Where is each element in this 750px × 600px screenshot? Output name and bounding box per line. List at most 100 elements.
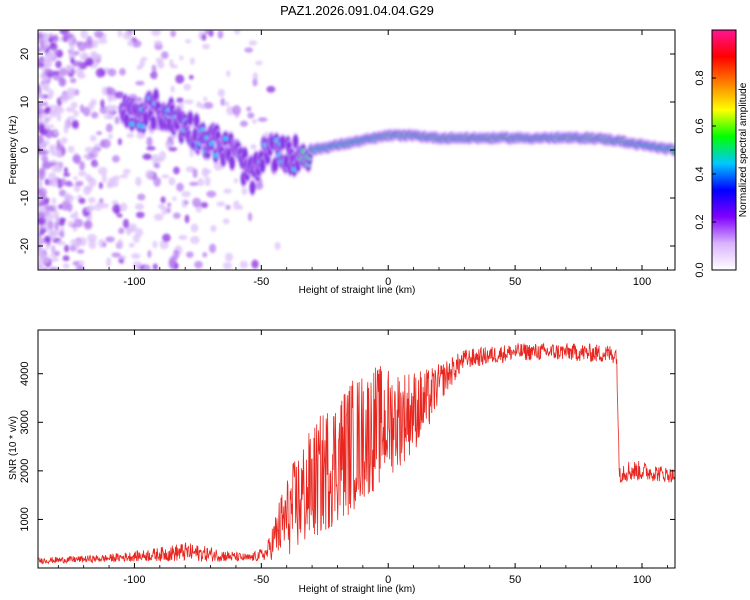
spectral-noise-blob [117,30,123,38]
spectral-noise-blob [128,242,135,248]
spectral-noise-blob [78,197,86,204]
spectral-noise-blob [75,264,85,270]
y-tick-label: 3000 [19,410,31,434]
spectral-noise-blob [60,226,65,233]
spectral-noise-blob [146,146,156,151]
spectral-noise-blob [83,185,91,196]
spectral-noise-blob [49,109,58,118]
ridge-core [193,113,200,128]
spectral-noise-blob [52,74,63,81]
spectral-noise-blob [237,204,243,210]
spectral-noise-blob [61,200,69,211]
snr-panel: -100 -50 0 50 100 1000 2000 3000 4000 Height of… [8,329,676,595]
spectral-noise-blob [152,240,158,249]
spectral-noise-blob [226,70,231,78]
spectral-noise-blob [248,40,258,46]
y-tick-label: -20 [19,238,31,254]
spectral-noise-blob [38,167,46,175]
spectral-noise-blob [41,161,51,169]
spectral-noise-blob [252,78,258,87]
spectral-noise-blob [60,93,70,103]
spectral-noise-blob [70,101,78,109]
spectral-noise-blob [44,68,53,74]
spectral-noise-blob [38,102,43,108]
spectral-noise-blob [190,235,200,245]
spectral-noise-blob [184,200,189,205]
spectral-noise-blob [105,123,113,133]
ridge-cyan [209,141,215,147]
spectral-noise-blob [216,201,226,207]
spectral-noise-blob [93,148,99,157]
colorbar-ticks: 0.0 0.2 0.4 0.6 0.8 [694,70,716,278]
spectral-noise-blob [44,235,52,243]
spectral-noise-blob [189,181,199,187]
spectral-noise-blob [82,53,89,60]
spectral-noise-blob [79,104,85,113]
spectral-noise-blob [203,96,208,102]
spectral-noise-blob [55,107,65,114]
spectral-noise-blob [111,252,121,258]
x-tick-label: -50 [253,276,269,288]
spectral-noise-blob [201,167,209,178]
spectral-noise-blob [72,154,81,163]
y-tick-label: 20 [19,48,31,60]
spectral-noise-blob [85,205,91,213]
spectral-noise-blob [185,39,192,44]
ridge-core [229,155,236,170]
spectral-noise-blob [255,60,263,66]
x-tick-label: 50 [509,276,521,288]
spectral-noise-blob [99,139,106,148]
spectral-noise-blob [122,31,133,40]
spectral-noise-blob [56,163,63,173]
spectral-noise-blob [102,241,107,248]
spectral-noise-blob [274,241,281,250]
spectral-noise-blob [222,262,233,270]
spectral-noise-blob [41,155,49,163]
spectral-noise-blob [56,240,66,246]
spectral-noise-blob [49,230,56,241]
ridge-cyan [223,135,229,141]
spectral-noise-blob [66,64,72,73]
spectral-noise-blob [125,227,132,236]
ridge-core [123,113,130,128]
spectral-noise-blob [134,203,145,211]
spectral-noise-blob [241,187,248,195]
colorbar-tick-label: 0.8 [694,70,706,85]
spectral-noise-blob [240,120,248,127]
spectral-noise-blob [170,85,175,93]
spectral-noise-blob [197,178,205,187]
spectral-noise-blob [246,106,252,112]
spectral-noise-blob [38,211,47,219]
spectral-noise-blob [135,176,142,187]
spectral-noise-blob [61,177,66,187]
spectral-noise-blob [38,47,42,53]
spectral-noise-blob [196,101,202,108]
spectral-noise-blob [105,86,114,95]
x-tick-label: -50 [253,574,269,586]
spectral-noise-blob [75,180,84,187]
spectral-noise-blob [220,97,225,107]
x-tick-label: 50 [509,574,521,586]
spectral-noise-blob [135,211,145,219]
spectral-noise-blob [49,42,58,51]
spectral-noise-blob [155,57,164,64]
spectral-noise-blob [88,239,97,250]
spectral-noise-blob [118,255,127,260]
spectral-noise-blob [60,137,68,144]
spectral-noise-blob [160,196,166,204]
spectral-noise-blob [89,134,97,142]
spectral-noise-blob [94,202,103,211]
spectral-noise-blob [122,218,130,229]
spectral-noise-blob [98,181,104,189]
spectral-noise-blob [76,249,85,254]
spectral-noise-blob [204,30,210,35]
colorbar-tick-label: 0.2 [694,214,706,229]
spectral-noise-blob [117,138,123,146]
ridge-core [292,134,299,149]
spectral-noise-blob [232,105,242,116]
spectral-noise-blob [41,101,49,107]
spectral-noise-blob [51,197,57,205]
y-tick-label: 10 [19,96,31,108]
spectral-noise-blob [44,205,54,212]
x-tick-label: -100 [123,574,145,586]
